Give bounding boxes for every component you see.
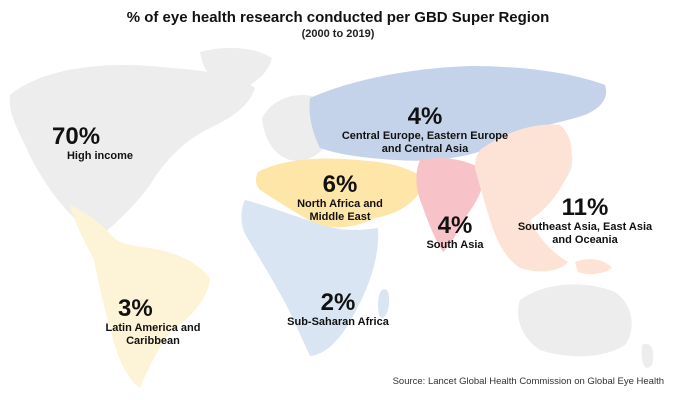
region-name: High income xyxy=(66,150,133,162)
percentage-value: 2% xyxy=(320,289,356,316)
region-label-north-africa-middle-east: 6% North Africa and Middle East xyxy=(275,172,405,224)
latin-america-shape xyxy=(70,205,210,388)
chart-subtitle: (2000 to 2019) xyxy=(301,28,375,40)
region-name: Southeast Asia, East Asia and Oceania xyxy=(517,221,653,246)
chart-title: % of eye health research conducted per G… xyxy=(126,9,550,26)
source-note: Source: Lancet Global Health Commission … xyxy=(392,376,664,387)
percentage-value: 11% xyxy=(561,194,609,221)
region-label-latin-america: 3% Latin America and Caribbean xyxy=(88,296,218,348)
percentage-value: 6% xyxy=(322,171,358,198)
percentage-value: 4% xyxy=(437,212,473,239)
region-name: Central Europe, Eastern Europe and Centr… xyxy=(341,130,509,155)
region-name: North Africa and Middle East xyxy=(297,198,383,223)
percentage-value: 70% xyxy=(52,123,101,150)
madagascar-shape xyxy=(378,289,390,318)
percentage-value: 4% xyxy=(407,103,443,130)
papua-shape xyxy=(575,259,612,275)
region-label-south-asia: 4% South Asia xyxy=(410,213,500,252)
north-america-shape xyxy=(9,65,255,236)
central-europe-asia-shape xyxy=(309,66,607,161)
region-label-southeast-asia: 11% Southeast Asia, East Asia and Oceani… xyxy=(510,195,660,247)
region-name: Latin America and Caribbean xyxy=(105,322,201,347)
southeast-asia-shape xyxy=(475,124,572,272)
new-zealand-shape xyxy=(641,343,654,368)
australia-shape xyxy=(518,284,632,357)
region-name: South Asia xyxy=(426,239,484,251)
greenland-shape xyxy=(200,47,272,92)
north-africa-middle-east-shape xyxy=(255,158,425,228)
percentage-value: 3% xyxy=(118,295,153,322)
region-label-central-europe-asia: 4% Central Europe, Eastern Europe and Ce… xyxy=(340,104,510,156)
region-label-sub-saharan-africa: 2% Sub-Saharan Africa xyxy=(268,290,408,329)
sub-saharan-africa-shape xyxy=(241,200,379,356)
south-asia-shape xyxy=(416,158,483,252)
region-label-high-income: 70% High income xyxy=(40,124,160,163)
region-name: Sub-Saharan Africa xyxy=(287,316,389,328)
